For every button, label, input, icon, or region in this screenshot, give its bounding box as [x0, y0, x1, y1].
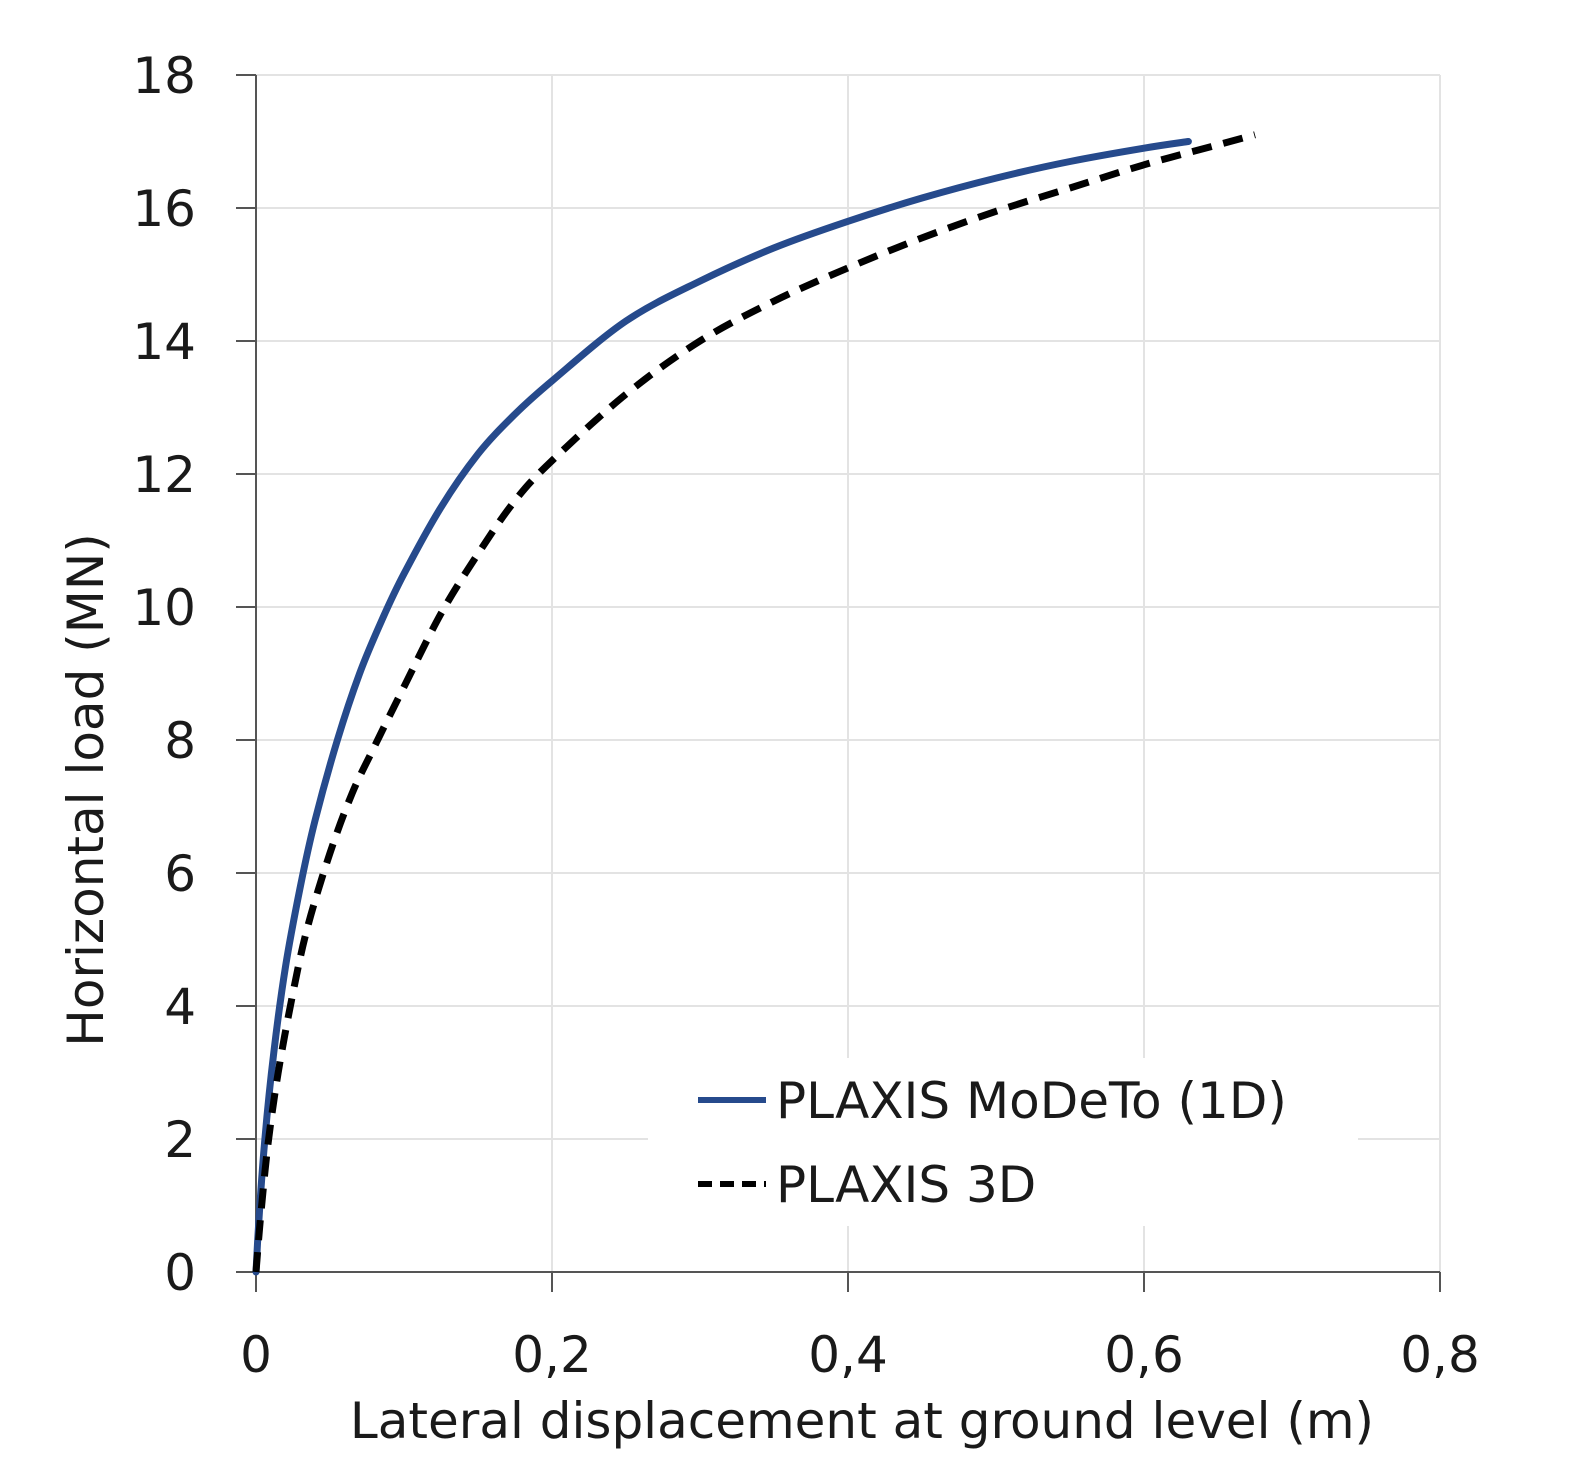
series-lines — [252, 131, 1256, 1276]
x-tick-label: 0,4 — [808, 1326, 888, 1384]
legend-box — [648, 1058, 1358, 1226]
y-axis-title: Horizontal load (MN) — [57, 533, 115, 1047]
series-line-1 — [252, 138, 1192, 1276]
y-tick-label: 10 — [132, 579, 196, 637]
series-line-2 — [252, 131, 1256, 1273]
x-axis-title: Lateral displacement at ground level (m) — [350, 1392, 1374, 1450]
y-tick-label: 2 — [164, 1111, 196, 1169]
y-tick-label: 6 — [164, 845, 196, 903]
legend-label-2: PLAXIS 3D — [776, 1156, 1036, 1214]
x-tick-label: 0 — [240, 1326, 272, 1384]
legend-label-1: PLAXIS MoDeTo (1D) — [776, 1072, 1287, 1130]
y-tick-label: 4 — [164, 978, 196, 1036]
x-tick-label: 0,8 — [1400, 1326, 1480, 1384]
y-tick-label: 12 — [132, 446, 196, 504]
grid-lines — [256, 74, 1441, 1272]
y-tick-label: 18 — [132, 47, 196, 105]
x-tick-label: 0,6 — [1104, 1326, 1184, 1384]
tick-labels: 0 2 4 6 8 10 12 14 16 18 0 0,2 0,4 0,6 0,8 — [132, 47, 1479, 1384]
y-tick-label: 0 — [164, 1244, 196, 1302]
y-tick-label: 14 — [132, 313, 196, 371]
legend: PLAXIS MoDeTo (1D) PLAXIS 3D — [648, 1058, 1358, 1226]
axes — [236, 74, 1441, 1292]
y-tick-label: 8 — [164, 712, 196, 770]
x-tick-label: 0,2 — [512, 1326, 592, 1384]
y-tick-label: 16 — [132, 180, 196, 238]
